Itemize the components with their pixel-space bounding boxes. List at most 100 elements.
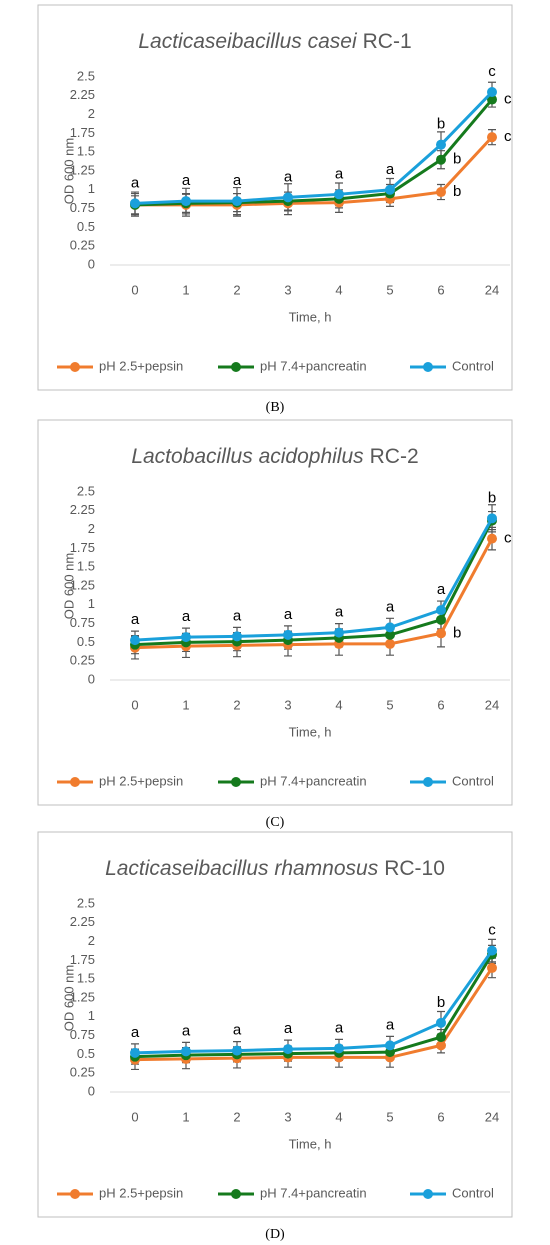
data-point [436, 1032, 446, 1043]
data-point [334, 627, 344, 638]
legend-label: Control [452, 1185, 494, 1200]
data-point [487, 94, 497, 105]
x-tick-label: 5 [386, 1109, 393, 1124]
series-line [134, 98, 494, 207]
legend-label: pH 7.4+pancreatin [260, 1185, 367, 1200]
data-point [436, 1017, 446, 1028]
chart-title: Lacticaseibacillus casei RC-1 [138, 30, 411, 53]
y-axis-title: OD 600 nm [61, 965, 76, 1031]
legend-marker [423, 362, 433, 372]
annotation: c [504, 128, 512, 145]
data-point [283, 1044, 293, 1055]
data-point [436, 628, 446, 639]
y-tick-label: 1 [88, 596, 95, 611]
y-tick-label: 1.75 [70, 540, 95, 555]
legend-label: pH 2.5+pepsin [99, 1185, 183, 1200]
data-point [181, 196, 191, 207]
y-tick-label: 1.5 [77, 144, 95, 159]
legend-label: pH 2.5+pepsin [99, 773, 183, 788]
y-tick-label: 2.25 [70, 914, 95, 929]
y-tick-label: 0 [88, 1083, 95, 1098]
y-tick-label: 2 [88, 106, 95, 121]
annotation: a [335, 1019, 344, 1036]
x-tick-label: 6 [437, 282, 444, 297]
y-tick-label: 2.5 [77, 895, 95, 910]
annotation: c [488, 63, 496, 80]
title-strain: RC-2 [370, 445, 419, 468]
x-tick-label: 6 [437, 697, 444, 712]
caption: (D) [265, 1227, 285, 1242]
x-axis-title: Time, h [289, 724, 332, 739]
annotation: a [131, 611, 140, 628]
y-tick-label: 0.5 [77, 219, 95, 234]
x-tick-label: 1 [182, 282, 189, 297]
data-point [130, 198, 140, 209]
x-tick-label: 2 [233, 697, 240, 712]
legend-marker [231, 1189, 241, 1199]
annotation: b [453, 151, 461, 168]
x-tick-label: 0 [131, 697, 138, 712]
x-tick-label: 2 [233, 282, 240, 297]
caption: (C) [266, 815, 285, 830]
y-tick-label: 0.75 [70, 200, 95, 215]
y-tick-label: 2 [88, 933, 95, 948]
annotation: a [284, 1020, 293, 1037]
title-species: Lactobacillus acidophilus [131, 445, 364, 468]
annotation: a [386, 598, 395, 615]
annotation: a [182, 1022, 191, 1039]
legend-label: Control [452, 773, 494, 788]
legend-marker [70, 777, 80, 787]
x-tick-label: 24 [485, 697, 499, 712]
y-tick-label: 0.75 [70, 1027, 95, 1042]
y-tick-label: 2.25 [70, 87, 95, 102]
chart-title: Lactobacillus acidophilus RC-2 [131, 445, 418, 468]
y-tick-label: 2 [88, 521, 95, 536]
x-tick-label: 4 [335, 282, 342, 297]
x-tick-label: 3 [284, 282, 291, 297]
data-point [385, 638, 395, 649]
data-point [487, 945, 497, 956]
annotation: b [437, 116, 445, 133]
annotation: a [386, 161, 395, 178]
legend-marker [231, 362, 241, 372]
series-line [134, 517, 494, 642]
legend-marker [70, 1189, 80, 1199]
annotation: b [488, 489, 496, 506]
x-tick-label: 3 [284, 1109, 291, 1124]
y-tick-label: 1.75 [70, 125, 95, 140]
y-tick-label: 1 [88, 181, 95, 196]
data-point [487, 132, 497, 143]
series-line [134, 519, 494, 647]
legend-label: pH 2.5+pepsin [99, 358, 183, 373]
data-point [436, 187, 446, 198]
panel-border [37, 419, 513, 806]
annotation: b [437, 994, 445, 1011]
data-point [436, 614, 446, 625]
y-tick-label: 0.75 [70, 615, 95, 630]
title-strain: RC-10 [384, 857, 445, 880]
legend-marker [70, 362, 80, 372]
annotation: c [504, 91, 512, 108]
series-line [134, 967, 494, 1062]
annotation: c [488, 922, 496, 939]
series-line [134, 949, 494, 1055]
legend-label: pH 7.4+pancreatin [260, 773, 367, 788]
x-tick-label: 3 [284, 697, 291, 712]
annotation: a [284, 606, 293, 623]
y-axis-title: OD 600 nm [61, 553, 76, 619]
y-tick-label: 1.25 [70, 162, 95, 177]
data-point [436, 605, 446, 616]
data-point [487, 533, 497, 544]
data-point [130, 1047, 140, 1058]
data-point [283, 192, 293, 203]
x-tick-label: 24 [485, 1109, 499, 1124]
annotation: c [504, 530, 512, 547]
data-point [334, 189, 344, 200]
annotation: b [453, 624, 461, 641]
data-point [334, 1043, 344, 1054]
x-tick-label: 1 [182, 1109, 189, 1124]
x-tick-label: 4 [335, 1109, 342, 1124]
data-point [436, 1040, 446, 1051]
y-tick-label: 0.25 [70, 653, 95, 668]
